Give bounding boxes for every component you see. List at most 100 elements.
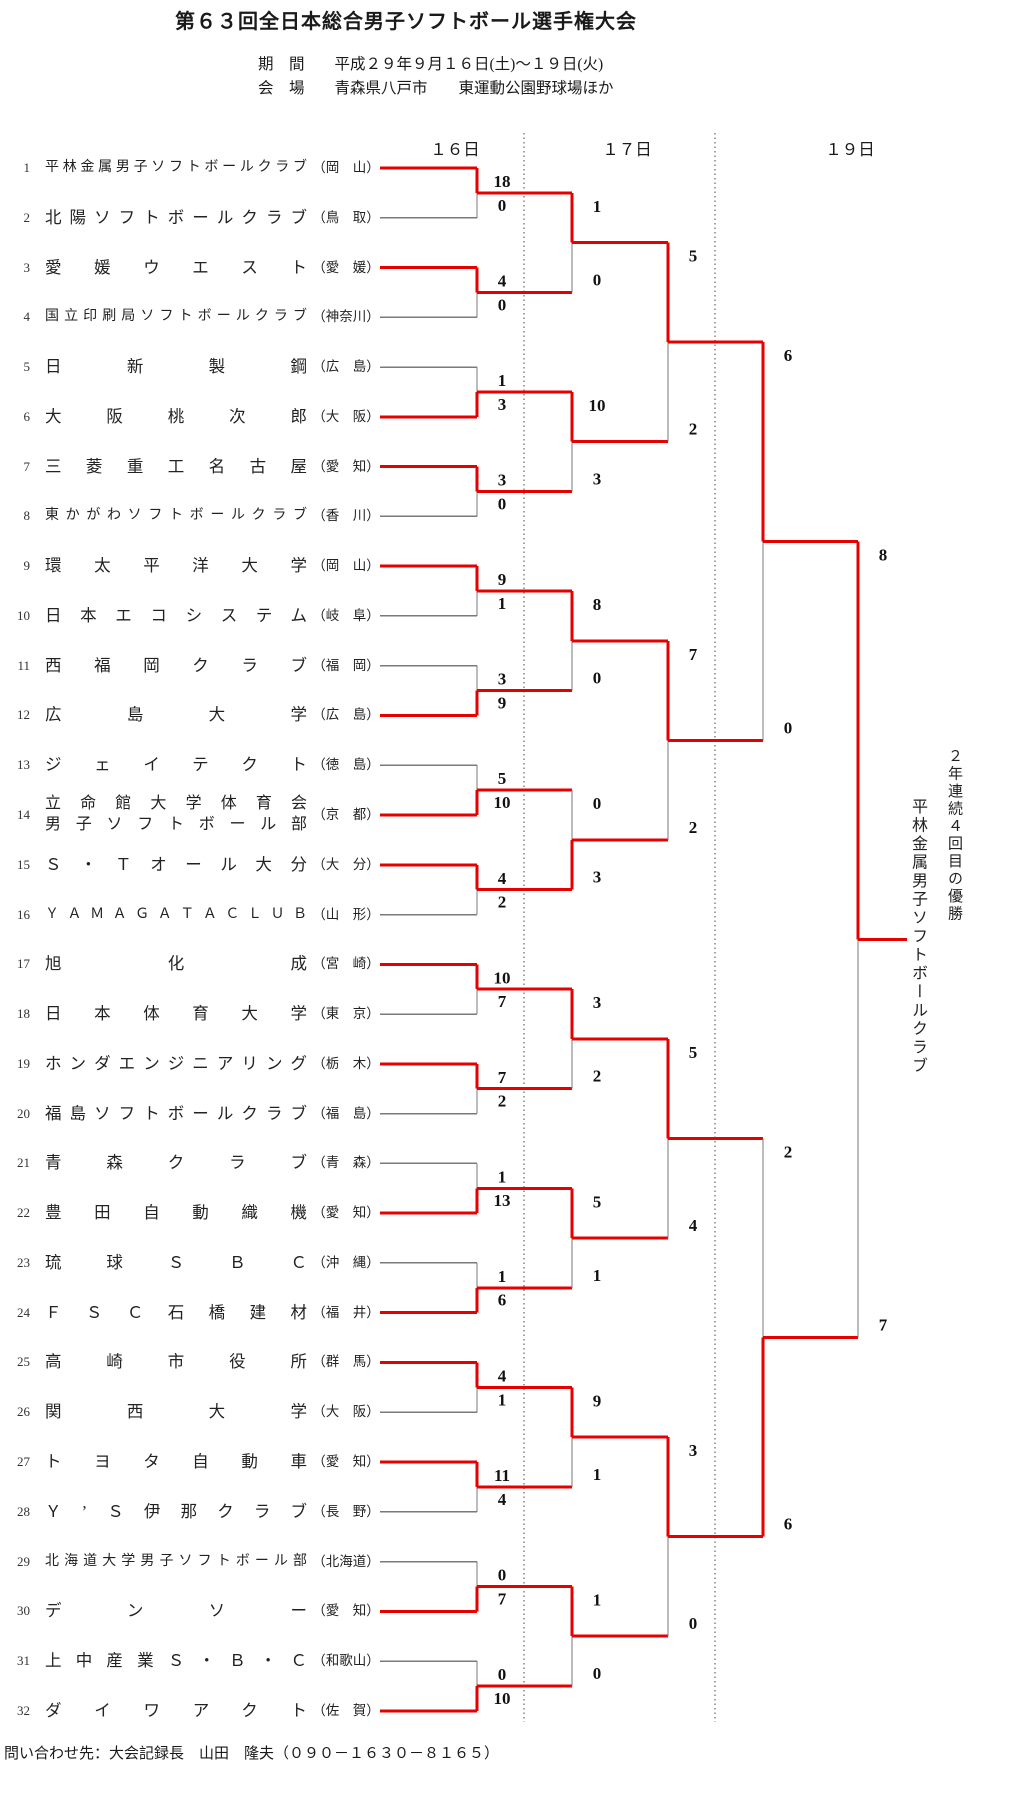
team-seed: 2 [23, 209, 31, 225]
team-name-line: デンソー [45, 1601, 307, 1621]
team-name: Ｓ・Ｔオール大分 [45, 854, 307, 876]
team-name: 日本エコシステム [45, 605, 307, 627]
team-name: 三菱重工名古屋 [45, 456, 307, 478]
match-score: 0 [498, 196, 507, 215]
team-name-line: 環太平洋大学 [45, 556, 307, 576]
team-name: デンソー [45, 1600, 307, 1622]
team-name: 愛媛ウエスト [45, 257, 307, 279]
team-name-line: ホンダエンジニアリング [45, 1053, 307, 1073]
team-seed: 23 [17, 1254, 30, 1270]
match-score: 0 [593, 1664, 602, 1683]
match-score: 0 [784, 718, 793, 737]
team-name: ＹＡＭＡＧＡＴＡＣＬＵＢ [45, 904, 307, 926]
match-score: 9 [498, 570, 507, 589]
match-score: 5 [689, 247, 698, 266]
team-prefecture: （徳 島） [312, 757, 380, 773]
match-score: 5 [689, 1043, 698, 1062]
team-name-line: 立命館大学体育会 [45, 795, 307, 812]
team-name-line: Ｓ・Ｔオール大分 [45, 854, 307, 874]
match-score: 1 [593, 1590, 602, 1609]
match-score: 2 [498, 1092, 507, 1111]
team-prefecture: （福 島） [312, 1105, 380, 1121]
match-score: 6 [784, 346, 793, 365]
day-header-16: １６日 [430, 140, 480, 159]
team-seed: 5 [23, 359, 31, 375]
team-name-line: ダイワアクト [45, 1700, 307, 1720]
team-seed: 19 [17, 1055, 30, 1071]
team-name-line: 東かがわソフトボールクラブ [45, 508, 307, 524]
match-score: 0 [498, 1665, 507, 1684]
team-name-line: 日本エコシステム [45, 605, 307, 625]
team-prefecture: （愛 知） [312, 1205, 380, 1221]
match-score: 0 [689, 1614, 698, 1633]
team-seed: 13 [17, 757, 30, 773]
team-name: 大阪桃次郎 [45, 406, 307, 428]
team-prefecture: （広 島） [312, 707, 380, 723]
team-seed: 16 [17, 906, 30, 922]
match-score: 10 [494, 1689, 511, 1708]
match-score: 1 [593, 1266, 602, 1285]
team-seed: 15 [17, 856, 30, 872]
team-name-line: 豊田自動織機 [45, 1203, 307, 1223]
match-score: 3 [498, 395, 507, 414]
team-seed: 32 [17, 1702, 30, 1718]
match-score: 3 [593, 993, 602, 1012]
team-name: ＦＳＣ石橋建材 [45, 1302, 307, 1324]
match-score: 10 [494, 793, 511, 812]
match-score: 10 [589, 396, 606, 415]
team-name-line: 日新製鋼 [45, 357, 307, 377]
team-name: 北海道大学男子ソフトボール部 [45, 1551, 307, 1573]
match-score: 11 [494, 1466, 510, 1485]
match-score: 0 [498, 494, 507, 513]
match-score: 7 [689, 645, 698, 664]
team-name-line: Ｙ’Ｓ伊那クラブ [45, 1501, 307, 1521]
team-prefecture: （岡 山） [312, 558, 380, 574]
team-prefecture: （群 馬） [312, 1354, 380, 1370]
team-name-line: 三菱重工名古屋 [45, 456, 307, 476]
match-score: 3 [498, 471, 507, 490]
team-prefecture: （長 野） [312, 1503, 380, 1519]
match-score: 4 [498, 869, 507, 888]
match-score: 6 [498, 1291, 507, 1310]
team-prefecture: （福 井） [312, 1304, 380, 1320]
match-score: 10 [494, 968, 511, 987]
team-seed: 1 [23, 160, 31, 175]
period-label: 期 間 [258, 56, 305, 73]
team-prefecture: （広 島） [312, 359, 380, 375]
team-prefecture: （香 川） [312, 508, 380, 524]
match-score: 1 [498, 371, 507, 390]
team-name: 平林金属男子ソフトボールクラブ [45, 157, 307, 179]
venue-row: 会 場 青森県八戸市 東運動公園野球場ほか [258, 76, 614, 98]
match-score: 9 [498, 693, 507, 712]
team-name: 国立印刷局ソフトボールクラブ [45, 306, 307, 328]
period-value: 平成２９年９月１６日(土)～１９日(火) [334, 56, 604, 73]
team-name-line: ＹＡＭＡＧＡＴＡＣＬＵＢ [45, 906, 307, 922]
match-score: 2 [784, 1143, 793, 1162]
team-prefecture: （福 岡） [312, 657, 380, 673]
match-score: 6 [784, 1515, 793, 1534]
match-score: 4 [689, 1216, 698, 1235]
team-seed: 12 [17, 707, 30, 723]
team-prefecture: （大 阪） [312, 408, 380, 424]
team-seed: 9 [23, 558, 31, 574]
match-score: 3 [593, 868, 602, 887]
match-score: 4 [498, 1366, 507, 1385]
match-score: 0 [593, 669, 602, 688]
team-name: 関西大学 [45, 1401, 307, 1423]
team-seed: 29 [17, 1553, 30, 1569]
team-name: ダイワアクト [45, 1700, 307, 1722]
team-seed: 7 [23, 458, 31, 474]
team-name-line: ジェイテクト [45, 755, 307, 775]
match-score: 3 [593, 470, 602, 489]
match-score: 2 [498, 893, 507, 912]
match-score: 1 [593, 1465, 602, 1484]
match-score: 5 [498, 769, 507, 788]
team-prefecture: （京 都） [312, 807, 380, 822]
team-name: 西福岡クラブ [45, 655, 307, 677]
team-seed: 10 [17, 607, 30, 623]
team-prefecture: （岡 山） [312, 160, 380, 175]
champion-name: 平林金属男子ソフトボールクラブ [909, 798, 926, 1076]
team-name-line: 大阪桃次郎 [45, 406, 307, 426]
match-score: 4 [498, 1490, 507, 1509]
